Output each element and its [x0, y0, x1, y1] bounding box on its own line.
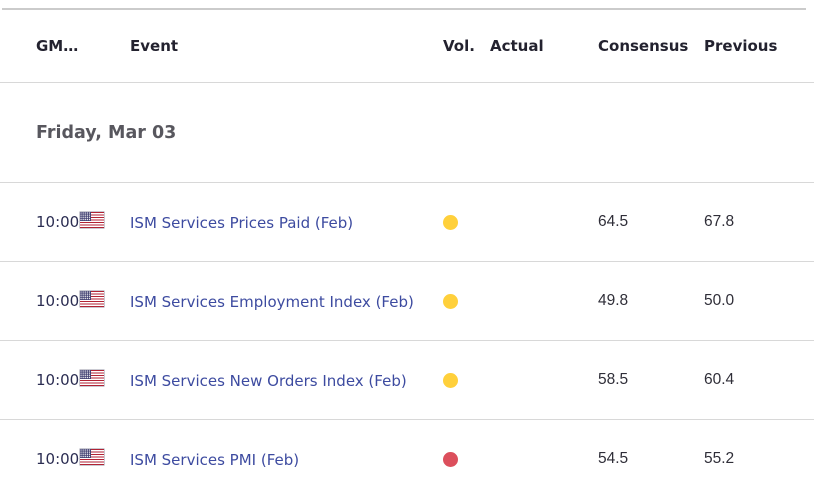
flag-cell	[80, 449, 130, 469]
column-header-actual: Actual	[490, 37, 544, 55]
date-group-header: Friday, Mar 03	[0, 83, 814, 183]
event-cell: ISM Services New Orders Index (Feb)	[130, 371, 443, 390]
column-header-previous: Previous	[704, 37, 778, 55]
event-link[interactable]: ISM Services New Orders Index (Feb)	[130, 371, 407, 390]
consensus-value: 54.5	[598, 450, 629, 467]
volatility-cell	[443, 372, 490, 388]
us-flag-icon	[80, 291, 104, 307]
column-header-consensus: Consensus	[598, 37, 689, 55]
volatility-cell	[443, 214, 490, 230]
volatility-cell	[443, 451, 490, 467]
volatility-dot	[443, 372, 458, 388]
volatility-cell	[443, 293, 490, 309]
us-flag-icon	[80, 370, 104, 386]
flag-cell	[80, 212, 130, 232]
event-time: 10:00	[36, 450, 80, 468]
event-time: 10:00	[36, 371, 80, 389]
column-header-vol: Vol.	[443, 37, 475, 55]
column-header-gmt: GM…	[36, 37, 79, 55]
previous-value: 60.4	[704, 371, 735, 388]
event-cell: ISM Services Employment Index (Feb)	[130, 292, 443, 311]
event-link[interactable]: ISM Services Employment Index (Feb)	[130, 292, 414, 311]
flag-cell	[80, 370, 130, 390]
us-flag-icon	[80, 212, 104, 228]
flag-cell	[80, 291, 130, 311]
table-row[interactable]: 10:00 ISM Services Employment Index (Feb…	[0, 262, 814, 341]
event-cell: ISM Services Prices Paid (Feb)	[130, 213, 443, 232]
table-row[interactable]: 10:00 ISM Services New Orders Index (Feb…	[0, 341, 814, 420]
volatility-dot	[443, 214, 458, 230]
volatility-dot	[443, 293, 458, 309]
volatility-dot	[443, 451, 458, 467]
event-link[interactable]: ISM Services Prices Paid (Feb)	[130, 213, 354, 232]
event-time: 10:00	[36, 213, 80, 231]
us-flag-icon	[80, 449, 104, 465]
column-header-event: Event	[130, 37, 179, 55]
consensus-value: 49.8	[598, 292, 629, 309]
table-row[interactable]: 10:00 ISM Services Prices Paid (Feb) 64.…	[0, 183, 814, 262]
table-row[interactable]: 10:00 ISM Services PMI (Feb) 54.5 55.2	[0, 420, 814, 497]
previous-value: 50.0	[704, 292, 735, 309]
event-time: 10:00	[36, 292, 80, 310]
consensus-value: 58.5	[598, 371, 629, 388]
previous-value: 67.8	[704, 213, 735, 230]
event-link[interactable]: ISM Services PMI (Feb)	[130, 450, 300, 469]
consensus-value: 64.5	[598, 213, 629, 230]
table-top-divider	[2, 8, 806, 10]
previous-value: 55.2	[704, 450, 735, 467]
table-header-row: GM… Event Vol. Actual Consensus Previous	[0, 10, 814, 83]
event-cell: ISM Services PMI (Feb)	[130, 450, 443, 469]
